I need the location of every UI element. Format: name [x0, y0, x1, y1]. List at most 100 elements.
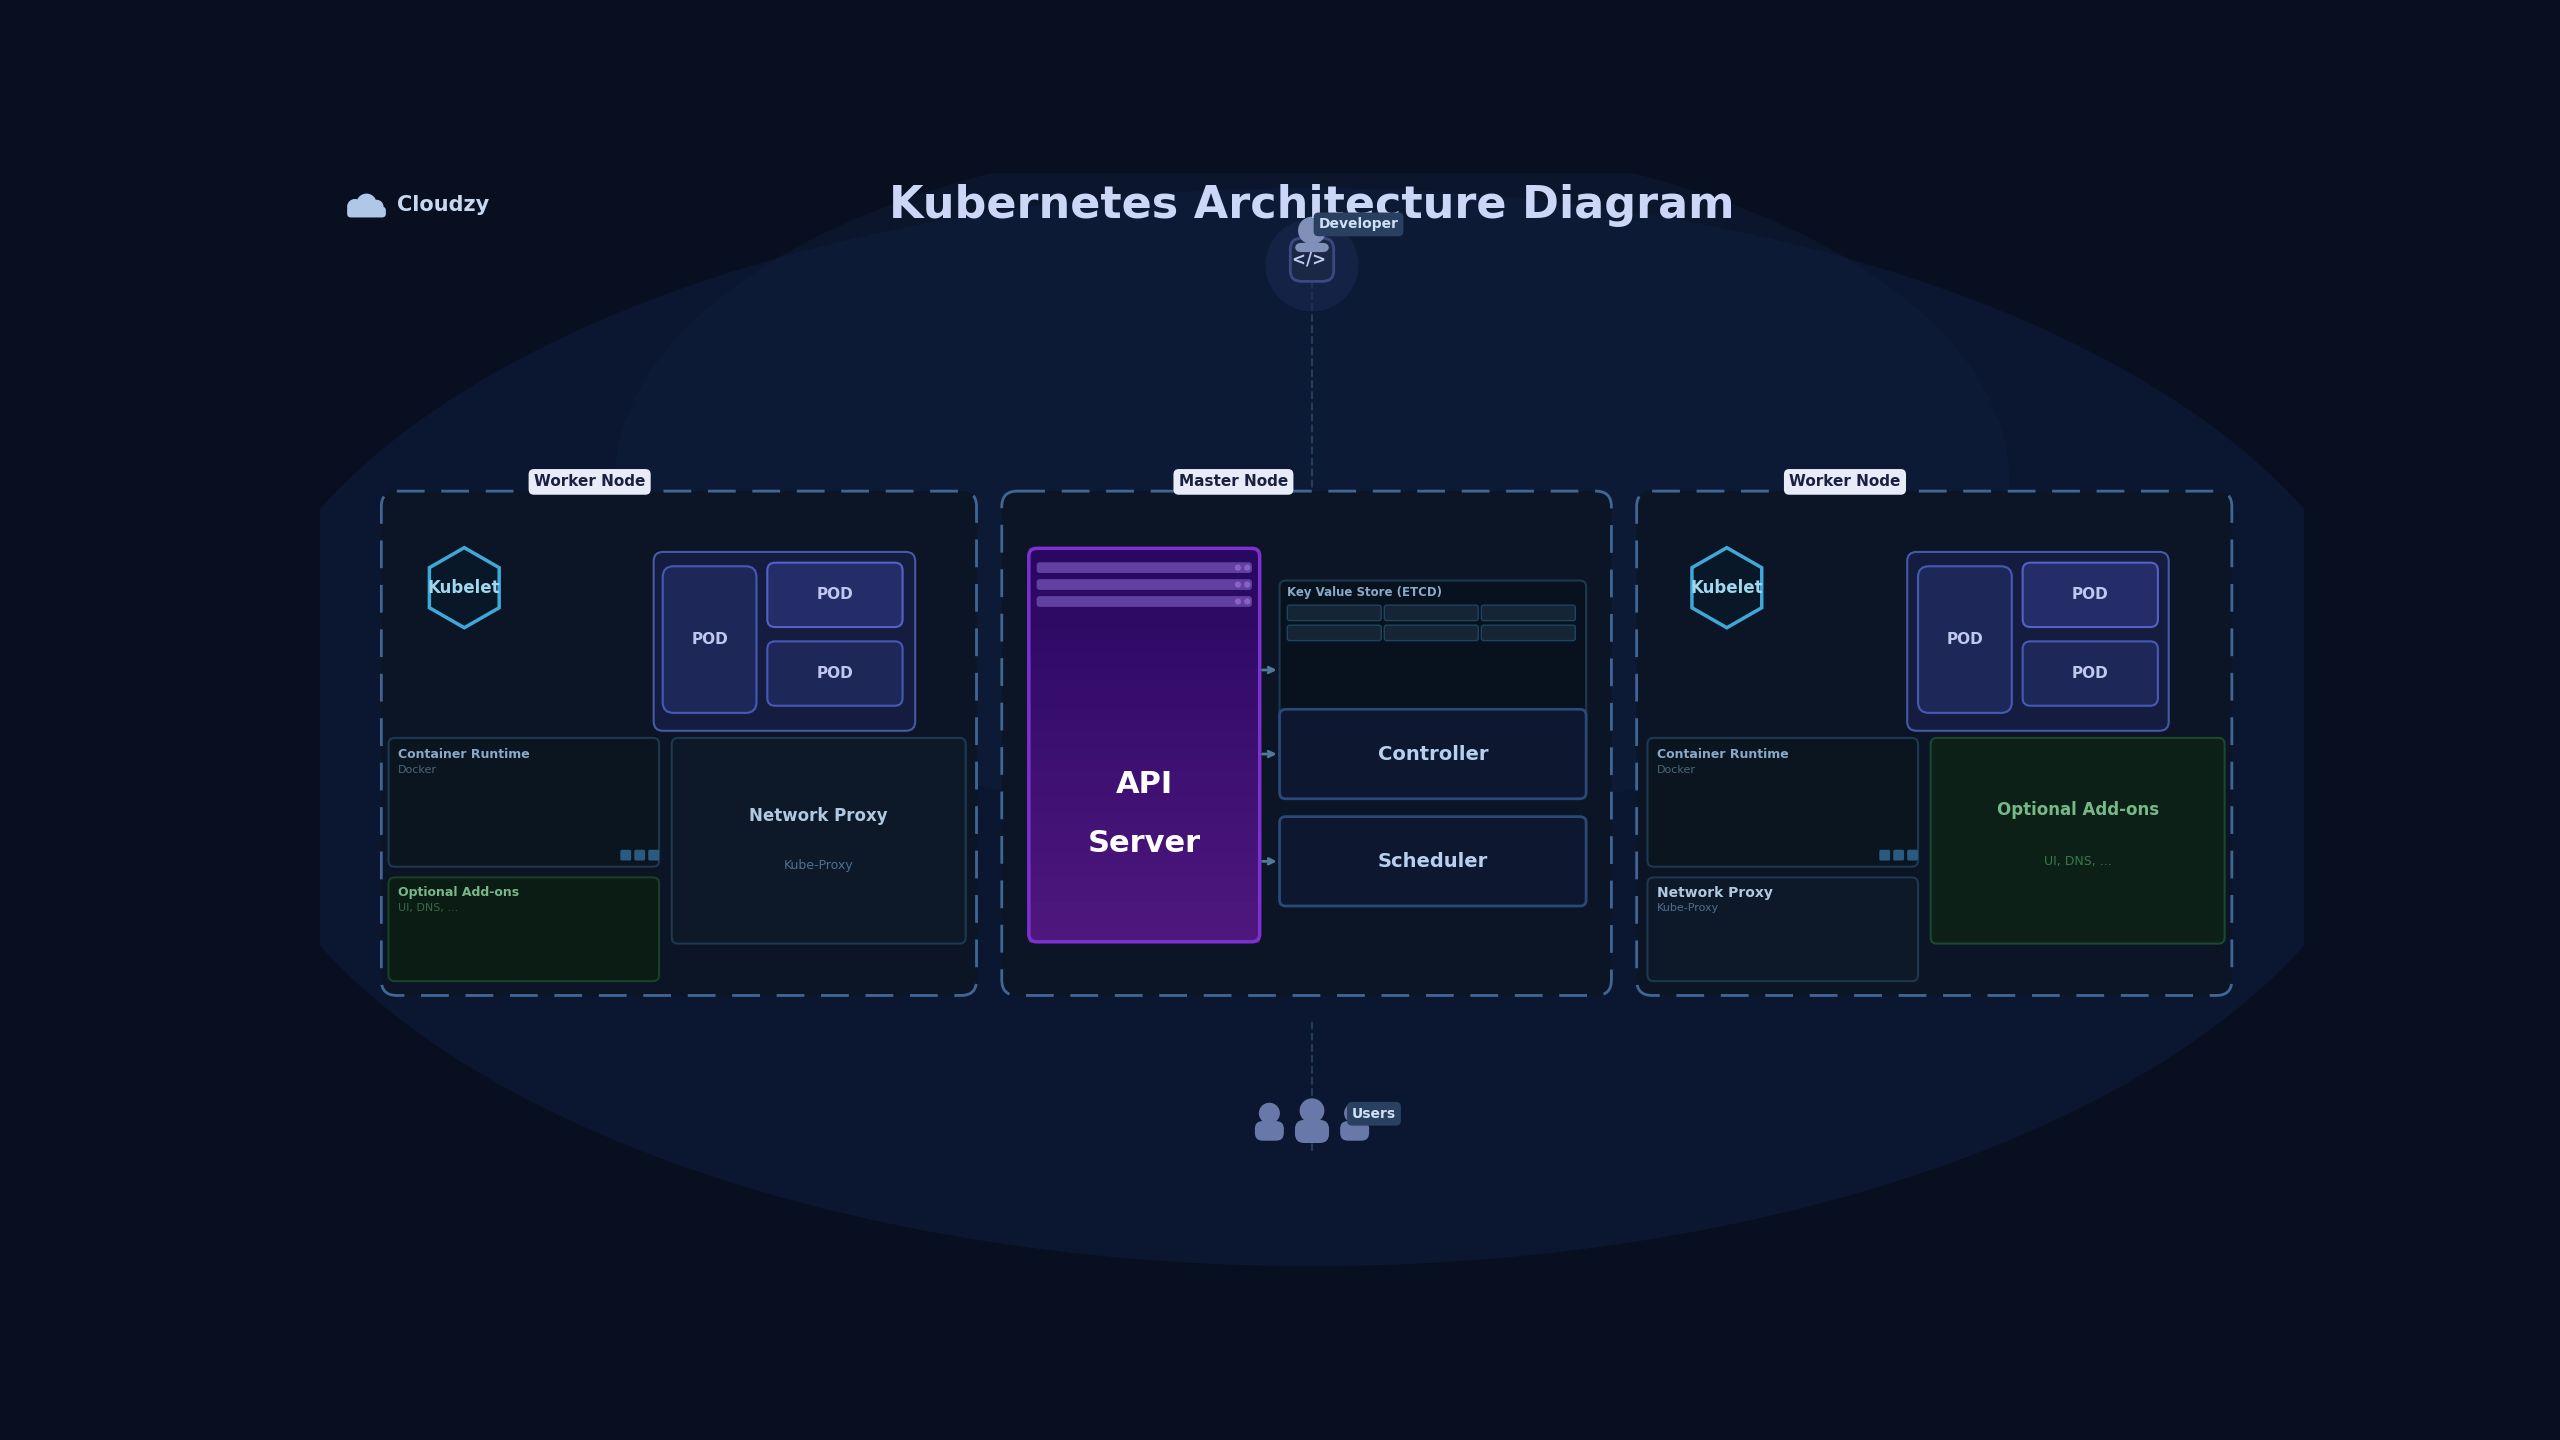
Text: Developer: Developer	[1318, 217, 1398, 232]
Text: Kubelet: Kubelet	[428, 579, 502, 596]
FancyBboxPatch shape	[1029, 824, 1260, 838]
FancyBboxPatch shape	[1930, 737, 2225, 943]
FancyBboxPatch shape	[1288, 625, 1382, 641]
Text: Worker Node: Worker Node	[1789, 474, 1900, 490]
Text: Docker: Docker	[397, 765, 438, 775]
Text: UI, DNS, ...: UI, DNS, ...	[2043, 855, 2112, 868]
Ellipse shape	[228, 189, 2396, 1266]
Text: Kubernetes Architecture Diagram: Kubernetes Architecture Diagram	[888, 184, 1736, 226]
FancyBboxPatch shape	[1029, 837, 1260, 851]
FancyBboxPatch shape	[1029, 929, 1260, 943]
FancyBboxPatch shape	[1649, 737, 1917, 867]
FancyBboxPatch shape	[381, 491, 975, 995]
Circle shape	[1234, 564, 1242, 570]
FancyBboxPatch shape	[653, 552, 916, 730]
FancyBboxPatch shape	[1907, 552, 2168, 730]
FancyBboxPatch shape	[1029, 732, 1260, 746]
FancyBboxPatch shape	[1029, 641, 1260, 654]
Ellipse shape	[614, 134, 2010, 828]
FancyBboxPatch shape	[389, 877, 658, 981]
FancyBboxPatch shape	[381, 491, 975, 995]
FancyBboxPatch shape	[1029, 744, 1260, 759]
FancyBboxPatch shape	[1280, 580, 1587, 759]
FancyBboxPatch shape	[620, 850, 632, 861]
FancyBboxPatch shape	[1254, 1122, 1285, 1140]
FancyBboxPatch shape	[768, 641, 904, 706]
Circle shape	[1244, 599, 1249, 605]
Circle shape	[1244, 564, 1249, 570]
FancyBboxPatch shape	[1290, 238, 1334, 281]
Text: Kubelet: Kubelet	[1690, 579, 1764, 596]
Text: Server: Server	[1088, 829, 1201, 858]
FancyBboxPatch shape	[1037, 579, 1252, 590]
Text: Kube-Proxy: Kube-Proxy	[783, 858, 852, 873]
Text: Scheduler: Scheduler	[1377, 852, 1487, 871]
Text: Docker: Docker	[1656, 765, 1695, 775]
FancyBboxPatch shape	[635, 850, 645, 861]
FancyBboxPatch shape	[1001, 491, 1610, 995]
FancyBboxPatch shape	[1029, 719, 1260, 733]
Text: POD: POD	[691, 632, 727, 647]
Text: Master Node: Master Node	[1178, 474, 1288, 490]
Circle shape	[1244, 582, 1249, 588]
FancyBboxPatch shape	[1029, 600, 1260, 615]
FancyBboxPatch shape	[1029, 811, 1260, 825]
FancyBboxPatch shape	[1029, 772, 1260, 785]
FancyBboxPatch shape	[1037, 562, 1252, 573]
FancyBboxPatch shape	[663, 566, 758, 713]
FancyBboxPatch shape	[648, 850, 658, 861]
Text: Optional Add-ons: Optional Add-ons	[397, 887, 520, 900]
Text: Cloudzy: Cloudzy	[397, 196, 489, 215]
FancyBboxPatch shape	[1482, 605, 1574, 621]
FancyBboxPatch shape	[1649, 877, 1917, 981]
FancyBboxPatch shape	[1029, 588, 1260, 602]
Text: Worker Node: Worker Node	[535, 474, 645, 490]
Circle shape	[1265, 219, 1359, 311]
Text: Container Runtime: Container Runtime	[1656, 749, 1789, 762]
Circle shape	[1234, 599, 1242, 605]
FancyBboxPatch shape	[1482, 625, 1574, 641]
Circle shape	[1300, 1099, 1324, 1123]
FancyBboxPatch shape	[1636, 491, 2232, 995]
FancyBboxPatch shape	[1385, 625, 1477, 641]
Circle shape	[1298, 216, 1326, 245]
Text: Network Proxy: Network Proxy	[1656, 886, 1772, 900]
Text: UI, DNS, ...: UI, DNS, ...	[397, 903, 458, 913]
Circle shape	[369, 200, 384, 213]
Circle shape	[356, 193, 376, 213]
FancyBboxPatch shape	[1029, 667, 1260, 680]
Polygon shape	[430, 547, 499, 628]
FancyBboxPatch shape	[1029, 562, 1260, 576]
FancyBboxPatch shape	[1029, 890, 1260, 903]
Text: Key Value Store (ETCD): Key Value Store (ETCD)	[1288, 586, 1441, 599]
FancyBboxPatch shape	[1288, 605, 1382, 621]
Polygon shape	[1692, 547, 1761, 628]
FancyBboxPatch shape	[1295, 1120, 1329, 1143]
FancyBboxPatch shape	[1037, 596, 1252, 606]
FancyBboxPatch shape	[1907, 850, 1917, 861]
FancyBboxPatch shape	[671, 737, 965, 943]
Text: POD: POD	[2071, 588, 2109, 602]
Text: Kube-Proxy: Kube-Proxy	[1656, 903, 1718, 913]
FancyBboxPatch shape	[1001, 491, 1610, 995]
Circle shape	[1234, 582, 1242, 588]
Text: Users: Users	[1352, 1107, 1395, 1120]
FancyBboxPatch shape	[1029, 863, 1260, 877]
FancyBboxPatch shape	[1917, 566, 2012, 713]
Text: POD: POD	[1946, 632, 1984, 647]
Text: </>: </>	[1293, 251, 1331, 269]
FancyBboxPatch shape	[2022, 641, 2158, 706]
Text: Controller: Controller	[1377, 744, 1487, 763]
Ellipse shape	[433, 557, 494, 619]
FancyBboxPatch shape	[1385, 605, 1477, 621]
Text: POD: POD	[817, 667, 852, 681]
FancyBboxPatch shape	[1029, 798, 1260, 811]
FancyBboxPatch shape	[1029, 850, 1260, 864]
FancyBboxPatch shape	[1280, 816, 1587, 906]
Text: Network Proxy: Network Proxy	[750, 806, 888, 825]
FancyBboxPatch shape	[2022, 563, 2158, 626]
FancyBboxPatch shape	[1029, 785, 1260, 798]
FancyBboxPatch shape	[1029, 549, 1260, 562]
FancyBboxPatch shape	[1029, 626, 1260, 641]
Ellipse shape	[1695, 557, 1759, 619]
